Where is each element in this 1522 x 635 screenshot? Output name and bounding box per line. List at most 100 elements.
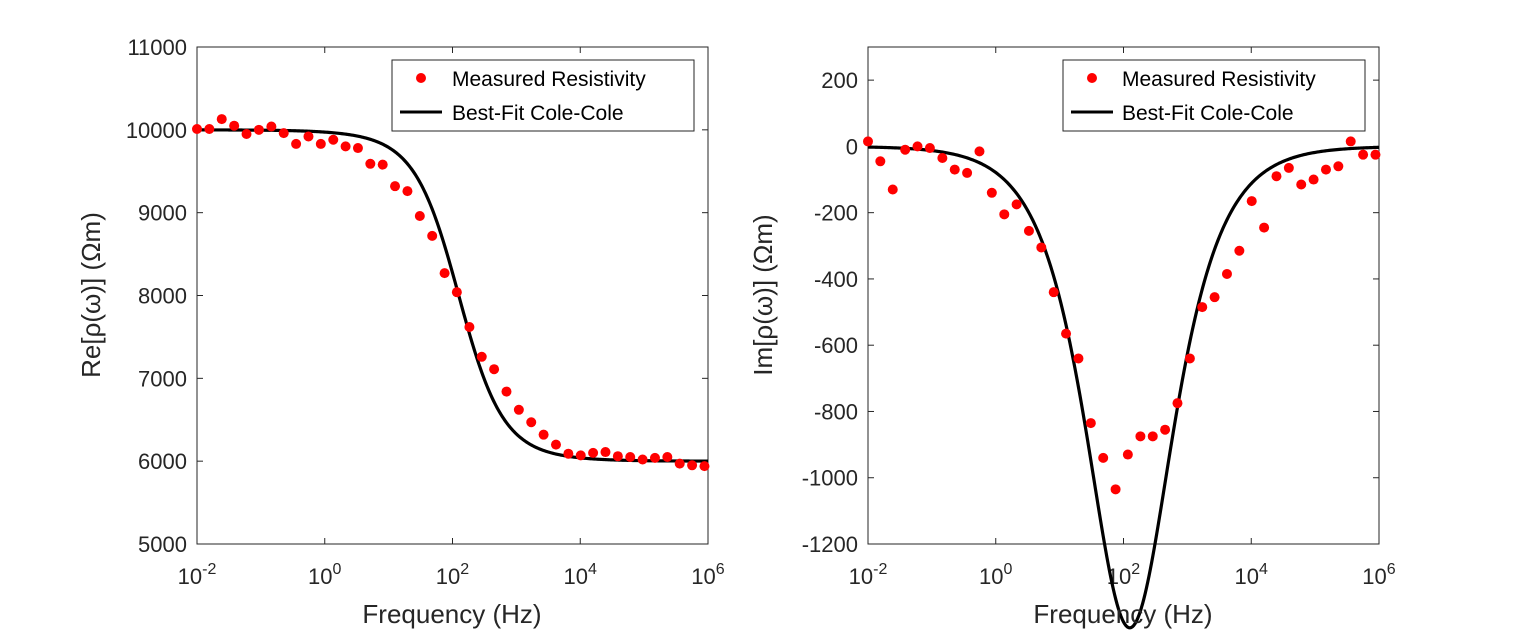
- x-axis-ticks: 10-2 100 102 104 106: [178, 47, 725, 589]
- data-point: [501, 386, 512, 397]
- x-tick-label: 100: [308, 561, 341, 589]
- data-point: [489, 364, 500, 375]
- y-tick-label: 10000: [126, 118, 187, 143]
- data-point: [439, 268, 450, 279]
- legend-marker-icon: [416, 73, 426, 83]
- legend-box: [1062, 59, 1366, 132]
- data-point: [550, 439, 561, 450]
- x-tick-label: 10-2: [178, 561, 217, 589]
- y-tick-label: 6000: [138, 449, 187, 474]
- data-point: [649, 452, 660, 463]
- legend-entry-measured: Measured Resistivity: [1122, 68, 1316, 91]
- data-point: [241, 128, 252, 139]
- data-point: [563, 448, 574, 459]
- data-point: [1147, 431, 1158, 442]
- data-point: [352, 143, 363, 154]
- fit-curve-line: [867, 145, 1380, 630]
- y-axis-label: Re[ρ(ω)] (Ωm): [76, 212, 106, 378]
- data-point: [600, 447, 611, 458]
- y-axis-ticks: 5000 6000 7000 8000 9000 10000 11000: [126, 35, 708, 557]
- data-point: [229, 120, 240, 131]
- fit-curve-layer: [867, 145, 1380, 630]
- data-point: [315, 138, 326, 149]
- x-tick-label: 104: [1235, 561, 1268, 589]
- data-point: [266, 121, 277, 132]
- x-tick-label: 106: [691, 561, 724, 589]
- x-axis-label: Frequency (Hz): [362, 599, 541, 629]
- data-point: [625, 452, 636, 463]
- data-point: [1259, 222, 1270, 233]
- y-axis-label: Im[ρ(ω)] (Ωm): [748, 214, 778, 375]
- data-point: [377, 159, 388, 170]
- data-point: [662, 452, 673, 463]
- legend-entry-measured: Measured Resistivity: [452, 68, 646, 91]
- data-point: [192, 124, 202, 135]
- data-point: [1048, 287, 1059, 298]
- data-point: [1271, 171, 1282, 182]
- data-point: [1160, 424, 1171, 435]
- data-point: [1172, 398, 1183, 409]
- y-tick-label: -1000: [802, 466, 858, 491]
- y-tick-label: 5000: [138, 532, 187, 557]
- y-tick-label: -800: [814, 399, 858, 424]
- data-point: [962, 167, 973, 178]
- data-point: [887, 184, 898, 195]
- data-point: [1221, 268, 1232, 279]
- data-point: [216, 114, 227, 125]
- data-point: [863, 136, 873, 147]
- y-tick-label: 9000: [138, 201, 187, 226]
- legend-marker-icon: [1087, 73, 1097, 83]
- imaginary-part-chart: -1200 -1000 -800 -600 -400 -200 0 200 10-2 100 10…: [748, 46, 1396, 630]
- data-point: [1184, 353, 1195, 364]
- data-point: [937, 152, 948, 163]
- data-point: [687, 460, 698, 471]
- data-point: [1246, 196, 1257, 207]
- data-point: [253, 124, 264, 135]
- data-point: [1036, 242, 1047, 253]
- data-point: [1061, 328, 1072, 339]
- data-point: [875, 156, 886, 167]
- legend: Measured Resistivity Best-Fit Cole-Cole: [1062, 59, 1366, 132]
- y-tick-label: 200: [821, 68, 858, 93]
- data-point: [513, 404, 524, 415]
- data-point: [538, 429, 549, 440]
- data-point: [390, 181, 401, 192]
- data-point: [912, 141, 923, 152]
- data-point: [974, 146, 985, 157]
- data-point: [900, 144, 911, 155]
- data-point: [699, 461, 710, 472]
- data-point: [1370, 149, 1381, 160]
- data-point: [1011, 199, 1022, 210]
- data-point: [637, 454, 648, 465]
- y-axis-ticks: -1200 -1000 -800 -600 -400 -200 0 200: [802, 68, 1379, 557]
- data-point: [204, 124, 215, 135]
- x-tick-label: 10-2: [849, 561, 888, 589]
- data-point: [986, 187, 997, 198]
- data-point: [1023, 225, 1034, 236]
- data-point: [575, 450, 586, 461]
- data-point: [476, 351, 487, 362]
- y-tick-label: 11000: [127, 35, 187, 60]
- legend-entry-fit: Best-Fit Cole-Cole: [452, 102, 624, 125]
- data-point: [427, 230, 438, 241]
- y-tick-label: 7000: [138, 366, 187, 391]
- data-point: [340, 141, 351, 152]
- data-point: [1135, 431, 1146, 442]
- data-point: [1308, 174, 1319, 185]
- data-point: [365, 158, 376, 169]
- data-point: [402, 186, 413, 197]
- data-point: [451, 287, 462, 298]
- y-tick-label: -200: [814, 201, 858, 226]
- data-point: [1122, 449, 1133, 460]
- data-point: [1197, 302, 1208, 313]
- data-point: [278, 128, 289, 139]
- data-point: [1110, 484, 1121, 495]
- data-point: [526, 417, 537, 428]
- x-tick-label: 102: [436, 561, 469, 589]
- data-point: [924, 143, 935, 154]
- y-tick-label: 0: [846, 134, 858, 159]
- data-point: [1333, 161, 1344, 172]
- data-point: [612, 451, 623, 462]
